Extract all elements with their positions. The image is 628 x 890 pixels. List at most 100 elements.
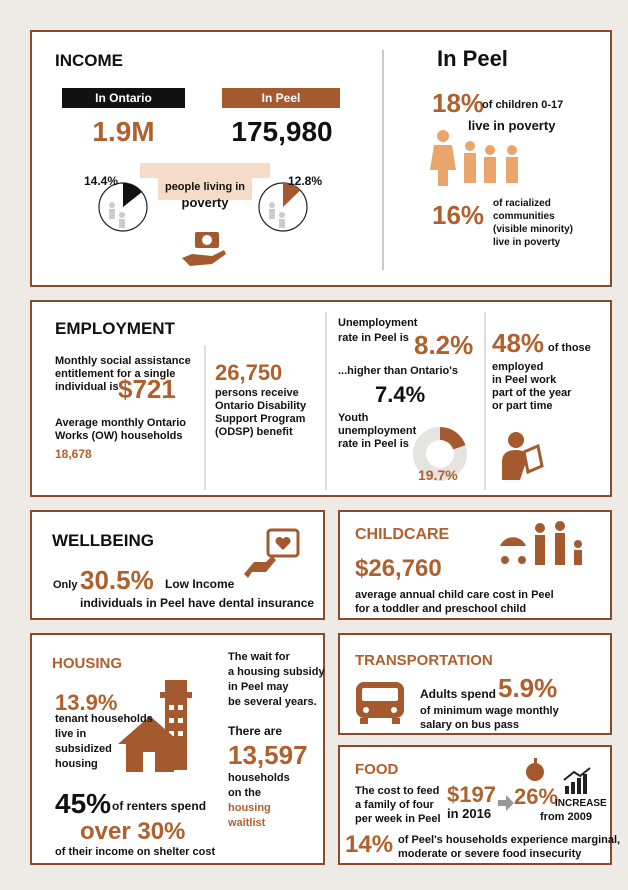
stat-value: 26% (514, 786, 558, 808)
section-title: CHILDCARE (355, 527, 449, 543)
stat-value: 175,980 (212, 118, 352, 146)
stat-text: employed (492, 362, 543, 373)
stat-value: $721 (118, 376, 176, 402)
stat-value: 18% (432, 90, 484, 116)
section-title: In Peel (437, 48, 508, 70)
stat-text: of minimum wage monthly (420, 706, 559, 717)
family-icon (430, 130, 518, 186)
stat-text: housing (55, 759, 98, 770)
stat-text: Works (OW) households (55, 431, 183, 442)
stat-text: a housing subsidy (228, 667, 325, 678)
stat-text: average annual child care cost in Peel (355, 590, 554, 601)
stat-text: (visible minority) (493, 225, 573, 235)
growth-chart-icon (564, 768, 590, 794)
stat-text: Monthly social assistance (55, 356, 191, 367)
infographic: {"income":{"title":"INCOME","ontario_lab… (0, 0, 628, 890)
stat-value: 13,597 (228, 742, 308, 768)
stat-text: Support Program (215, 414, 305, 425)
stat-text: rate in Peel is (338, 333, 409, 344)
stat-value: $26,760 (355, 557, 442, 581)
tab-label: In Peel (222, 92, 340, 104)
stat-value: 14% (345, 833, 393, 857)
stat-text: on the (228, 788, 261, 799)
section-title: HOUSING (52, 656, 122, 671)
section-title: FOOD (355, 762, 398, 777)
stat-value: 18,678 (55, 448, 92, 460)
stat-text: INCREASE (555, 799, 607, 809)
stat-text: live in poverty (468, 119, 555, 132)
heart-hand-icon (244, 530, 298, 578)
section-title: WELLBEING (52, 532, 154, 549)
tab-label: In Ontario (62, 92, 185, 104)
stat-text: households (228, 773, 290, 784)
stat-value: 45% (55, 790, 111, 818)
stat-text: unemployment (338, 426, 416, 437)
stat-value: 13.9% (55, 692, 117, 714)
stat-text: waitlist (228, 818, 265, 829)
stat-text: ...higher than Ontario's (338, 366, 458, 377)
stat-text: from 2009 (540, 812, 592, 823)
stat-text: Low Income (165, 578, 234, 590)
stat-text: Ontario Disability (215, 401, 306, 412)
stat-text: of renters spend (112, 800, 206, 812)
stat-text: There are (228, 725, 282, 737)
stroller-family-icon (500, 521, 582, 565)
stat-text: (ODSP) benefit (215, 427, 293, 438)
money-hand-icon (182, 232, 226, 266)
stat-text: Youth (338, 413, 368, 424)
building-icon (118, 680, 192, 772)
stat-text: Average monthly Ontario (55, 418, 186, 429)
pie-label: 14.4% (84, 175, 118, 187)
stat-value: 30.5% (80, 567, 154, 593)
stat-text: in Peel work (492, 375, 556, 386)
section-title: INCOME (55, 52, 123, 69)
pie-label: 19.7% (418, 468, 458, 482)
stat-text: part of the year (492, 388, 571, 399)
stat-text: housing (228, 803, 271, 814)
stat-text: in 2016 (447, 807, 491, 820)
stat-text: Adults spend (420, 688, 496, 700)
stat-text: communities (493, 212, 555, 222)
section-title: EMPLOYMENT (55, 320, 175, 337)
stat-text: of racialized (493, 199, 551, 209)
stat-text: subsidized (55, 744, 112, 755)
stat-value: 7.4% (375, 384, 425, 406)
stat-text: be several years. (228, 697, 317, 708)
stat-value: 16% (432, 202, 484, 228)
stat-text: per week in Peel (355, 814, 441, 825)
stat-text: live in poverty (493, 238, 560, 248)
stat-text: a family of four (355, 800, 434, 811)
bus-icon (356, 682, 404, 724)
stat-value: $197 (447, 784, 496, 806)
stat-text: of their income on shelter cost (55, 847, 215, 858)
stat-text: of children 0-17 (482, 100, 563, 111)
stat-text: for a toddler and preschool child (355, 604, 526, 615)
stat-text: The wait for (228, 652, 290, 663)
stat-value: 26,750 (215, 362, 282, 384)
stat-value: over 30% (80, 820, 185, 844)
stat-text: of those (548, 343, 591, 354)
section-title: TRANSPORTATION (355, 653, 493, 668)
stat-value: 5.9% (498, 675, 557, 701)
stat-text: salary on bus pass (420, 720, 519, 731)
stat-text: moderate or severe food insecurity (398, 849, 581, 860)
stat-text: individuals in Peel have dental insuranc… (80, 597, 314, 609)
stat-value: 48% (492, 330, 544, 356)
stat-text: persons receive (215, 388, 299, 399)
stat-text: in Peel may (228, 682, 289, 693)
stat-text: Unemployment (338, 318, 417, 329)
stat-text: tenant households (55, 714, 153, 725)
stat-text: of Peel's households experience marginal… (398, 835, 620, 846)
donut-hole (426, 440, 454, 468)
stat-text: or part time (492, 401, 553, 412)
arrow-icon (498, 795, 514, 811)
apple-icon (526, 758, 544, 781)
caption: people living in (150, 182, 260, 193)
stat-text: individual is (55, 382, 119, 393)
stat-text: The cost to feed (355, 786, 439, 797)
laptop-person-icon (502, 432, 542, 480)
pie-label: 12.8% (288, 175, 322, 187)
stat-value: 8.2% (414, 332, 473, 358)
stat-text: rate in Peel is (338, 439, 409, 450)
stat-text: Only (53, 580, 77, 591)
